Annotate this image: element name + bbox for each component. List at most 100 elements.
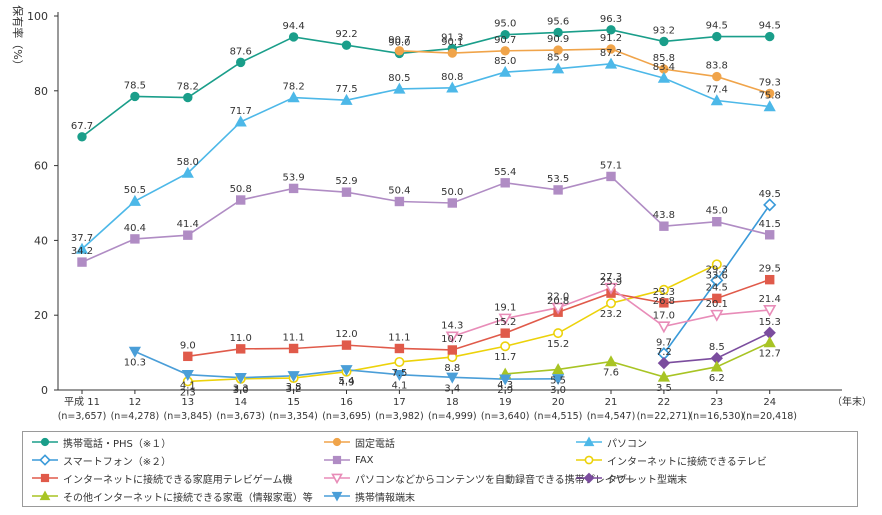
data-label: 85.0 xyxy=(494,56,516,67)
data-point xyxy=(606,171,616,182)
data-point xyxy=(447,345,458,355)
data-point xyxy=(287,371,300,383)
data-label: 55.4 xyxy=(494,167,516,178)
data-label: 11.7 xyxy=(494,352,516,363)
data-label: 90.9 xyxy=(547,34,569,45)
data-label: 92.2 xyxy=(335,29,357,40)
data-point xyxy=(712,217,722,227)
data-label: 9.0 xyxy=(180,340,196,351)
data-label: 96.3 xyxy=(600,14,622,25)
data-label: 83.8 xyxy=(706,61,728,72)
x-tick-label: 18 xyxy=(446,397,459,408)
data-point xyxy=(447,198,458,208)
data-label: 77.4 xyxy=(706,85,728,96)
data-label: 11.1 xyxy=(282,332,304,343)
data-point xyxy=(712,71,722,82)
x-tick-label: 13 xyxy=(181,397,194,408)
legend: 携帯電話・PHS（※１） 固定電話 パソコン スマートフォン（※２） FAX インターネッ… xyxy=(22,431,858,507)
legend-item: 携帯電話・PHS（※１） xyxy=(31,434,171,450)
y-tick-label: 20 xyxy=(34,309,48,322)
data-point xyxy=(552,363,565,375)
data-label: 3.8 xyxy=(286,382,302,393)
x-axis-unit: （年末） xyxy=(832,395,872,408)
x-tick-label: 23 xyxy=(710,397,723,408)
y-tick-label: 0 xyxy=(41,384,48,397)
data-point xyxy=(710,360,723,372)
x-sample-size: (n=3,640) xyxy=(481,411,530,422)
data-label: 5.5 xyxy=(550,375,566,386)
legend-item: その他インターネットに接続できる家電（情報家電）等 xyxy=(31,488,313,504)
legend-item: インターネットに接続できる家庭用テレビゲーム機 xyxy=(31,470,293,486)
data-label: 8.5 xyxy=(709,342,725,353)
data-label: 52.9 xyxy=(335,176,357,187)
data-label: 50.0 xyxy=(441,187,463,198)
data-label: 6.2 xyxy=(709,373,725,384)
x-tick-label: 21 xyxy=(605,397,618,408)
data-label: 24.5 xyxy=(706,282,728,293)
x-sample-size: (n=22,271) xyxy=(637,411,692,422)
data-label: 45.0 xyxy=(706,206,728,217)
legend-swatch-marker xyxy=(40,473,50,483)
data-point xyxy=(498,313,512,326)
data-label: 83.4 xyxy=(653,62,675,73)
data-point xyxy=(499,65,512,77)
data-label: 67.7 xyxy=(71,121,93,132)
data-point xyxy=(236,195,246,205)
data-label: 4.1 xyxy=(391,381,407,392)
data-label: 4.1 xyxy=(180,381,196,392)
x-tick-label: 20 xyxy=(552,397,565,408)
data-label: 26.8 xyxy=(653,296,675,307)
x-sample-size: (n=20,418) xyxy=(742,411,797,422)
x-tick-label: 24 xyxy=(763,397,776,408)
data-point xyxy=(394,356,405,367)
x-tick-label: 12 xyxy=(129,397,142,408)
legend-label: スマートフォン（※２） xyxy=(63,456,172,468)
data-point xyxy=(765,88,775,99)
series-line xyxy=(399,48,770,95)
data-point xyxy=(658,284,669,295)
data-point xyxy=(553,185,563,195)
legend-swatch xyxy=(324,491,350,502)
data-point xyxy=(765,31,775,42)
chart-axes: 0 20 40 60 80 100 平成 11 (n=3,657) 12 (n=4,278) 13 (… xyxy=(27,10,842,422)
data-label: 7.2 xyxy=(656,347,672,358)
legend-swatch-marker xyxy=(331,491,343,502)
data-label: 94.4 xyxy=(282,21,304,32)
legend-swatch xyxy=(576,436,602,447)
data-point xyxy=(130,234,140,244)
data-label: 10.7 xyxy=(441,334,463,345)
data-label: 79.3 xyxy=(759,77,781,88)
x-sample-size: (n=3,982) xyxy=(375,411,424,422)
data-label: 50.8 xyxy=(230,184,252,195)
data-label: 8.8 xyxy=(444,363,460,374)
legend-swatch xyxy=(32,490,58,501)
data-label: 20.8 xyxy=(547,296,569,307)
y-tick-label: 40 xyxy=(34,234,48,247)
data-label: 3.0 xyxy=(233,385,249,396)
data-point xyxy=(500,341,511,352)
legend-label: FAX xyxy=(355,454,374,466)
x-tick-label: 14 xyxy=(234,397,247,408)
data-point xyxy=(657,321,671,334)
data-point xyxy=(551,302,565,315)
legend-swatch xyxy=(32,437,58,447)
data-label: 19.1 xyxy=(494,303,516,314)
data-point xyxy=(183,351,193,362)
data-label: 91.3 xyxy=(441,33,463,44)
data-point xyxy=(394,196,405,207)
series-line xyxy=(187,278,770,358)
data-point xyxy=(236,344,246,354)
legend-swatch-marker xyxy=(584,455,594,465)
data-label: 40.4 xyxy=(124,223,146,234)
data-label: 91.2 xyxy=(600,33,622,44)
x-sample-size: (n=4,515) xyxy=(534,411,583,422)
data-point xyxy=(393,82,406,94)
data-point xyxy=(236,57,246,68)
x-sample-size: (n=3,673) xyxy=(216,411,265,422)
data-label: 95.6 xyxy=(547,16,569,27)
legend-item: インターネットに接続できるテレビ xyxy=(575,452,767,468)
legend-swatch xyxy=(324,437,350,447)
legend-item: スマートフォン（※２） xyxy=(31,452,171,468)
data-point xyxy=(763,304,777,317)
data-point xyxy=(499,374,512,386)
